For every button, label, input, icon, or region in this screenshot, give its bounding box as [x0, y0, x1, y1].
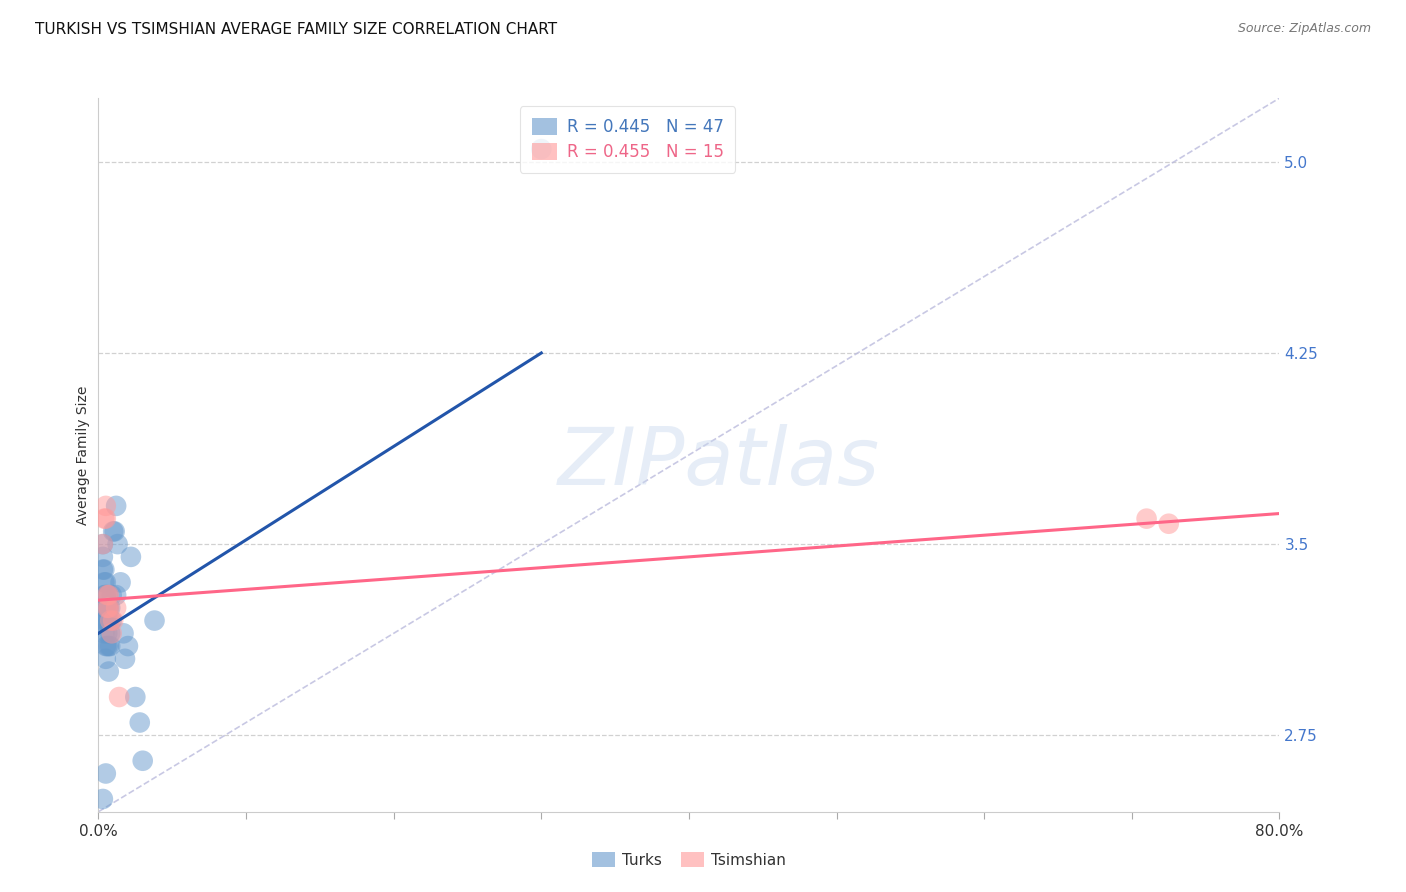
- Point: [105, 600, 128, 615]
- Point: [94, 614, 117, 628]
- Point: [96, 588, 118, 602]
- Point: [94, 639, 117, 653]
- Point: [103, 524, 125, 539]
- Point: [90, 614, 112, 628]
- Text: ZIPatlas: ZIPatlas: [557, 424, 880, 501]
- Point: [93, 626, 115, 640]
- Point: [100, 614, 122, 628]
- Point: [100, 588, 122, 602]
- Point: [93, 614, 115, 628]
- Point: [105, 499, 128, 513]
- Point: [94, 575, 117, 590]
- Point: [103, 614, 125, 628]
- Point: [98, 614, 121, 628]
- Point: [98, 600, 121, 615]
- Point: [94, 499, 117, 513]
- Point: [91, 537, 114, 551]
- Point: [93, 575, 115, 590]
- Point: [132, 754, 155, 768]
- Y-axis label: Average Family Size: Average Family Size: [76, 385, 90, 524]
- Point: [105, 588, 128, 602]
- Point: [96, 626, 118, 640]
- Point: [112, 626, 135, 640]
- Point: [530, 142, 553, 156]
- Point: [124, 690, 146, 704]
- Point: [96, 600, 118, 615]
- Point: [94, 511, 117, 525]
- Point: [97, 639, 120, 653]
- Point: [143, 614, 166, 628]
- Point: [91, 549, 114, 564]
- Point: [97, 600, 120, 615]
- Point: [97, 614, 120, 628]
- Point: [96, 639, 118, 653]
- Text: Source: ZipAtlas.com: Source: ZipAtlas.com: [1237, 22, 1371, 36]
- Point: [91, 792, 114, 806]
- Point: [104, 524, 127, 539]
- Text: TURKISH VS TSIMSHIAN AVERAGE FAMILY SIZE CORRELATION CHART: TURKISH VS TSIMSHIAN AVERAGE FAMILY SIZE…: [35, 22, 557, 37]
- Point: [93, 563, 115, 577]
- Point: [93, 588, 115, 602]
- Point: [97, 600, 120, 615]
- Point: [91, 537, 114, 551]
- Point: [93, 600, 115, 615]
- Point: [98, 626, 121, 640]
- Point: [93, 511, 115, 525]
- Point: [1157, 516, 1180, 531]
- Point: [128, 715, 150, 730]
- Point: [107, 537, 129, 551]
- Point: [91, 563, 114, 577]
- Point: [108, 690, 131, 704]
- Point: [94, 766, 117, 780]
- Point: [117, 639, 139, 653]
- Point: [98, 639, 121, 653]
- Point: [94, 588, 117, 602]
- Point: [96, 588, 118, 602]
- Point: [1135, 511, 1157, 525]
- Point: [96, 614, 118, 628]
- Point: [94, 600, 117, 615]
- Legend: Turks, Tsimshian: Turks, Tsimshian: [585, 844, 793, 875]
- Point: [97, 665, 120, 679]
- Point: [100, 626, 122, 640]
- Point: [110, 575, 132, 590]
- Point: [114, 652, 136, 666]
- Point: [94, 652, 117, 666]
- Point: [97, 588, 120, 602]
- Point: [96, 600, 118, 615]
- Point: [120, 549, 142, 564]
